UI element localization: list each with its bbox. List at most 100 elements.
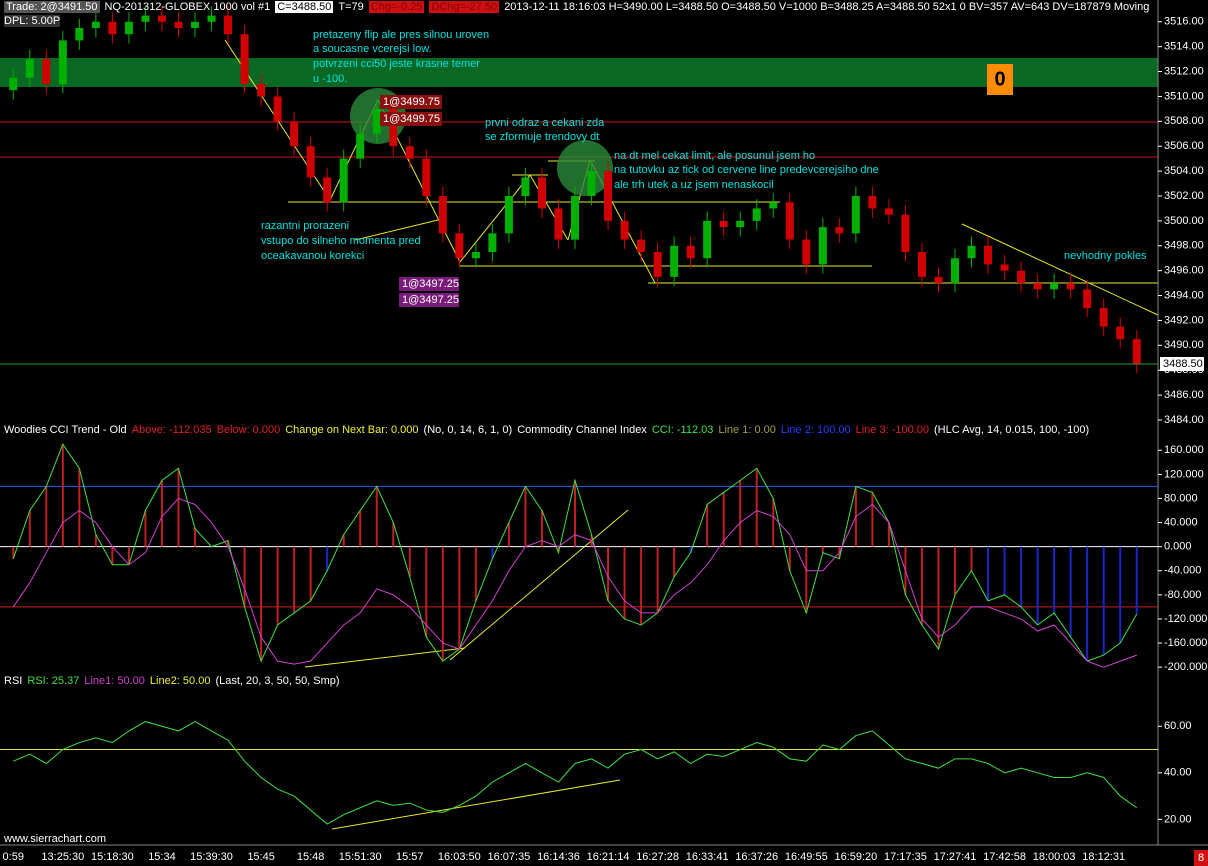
y-tick-label: 60.00 [1164,720,1192,732]
y-tick-label: 0.000 [1164,541,1192,553]
y-tick-label: 3508.00 [1164,115,1204,127]
candle-body [967,245,976,259]
x-tick-label: 18:00:03 [1033,851,1076,863]
candle-body [934,276,943,284]
y-tick-label: 3516.00 [1164,16,1204,28]
annotation: vstupo do silneho momenta pred [261,235,421,247]
y-tick-label: 3502.00 [1164,190,1204,202]
candle-body [917,252,926,277]
annotation: razantni prorazeni [261,220,349,232]
marks: 3516.00 3514.00 3512.00 3510.00 3508.00 3506.… [0,6,1207,863]
rsi-header: RSI RSI: 25.37 Line1: 50.00 Line2: 50.00… [4,675,340,687]
annotation: se zformuje trendovy dt [485,131,599,143]
annotation: ale trh utek a uz jsem nenaskocil [614,179,774,191]
x-tick-label: 13:25:30 [41,851,84,863]
candle-body [207,15,216,22]
study-value: Line1: 50.00 [84,675,145,687]
order-box [380,95,442,109]
x-tick-label: 16:27:28 [636,851,679,863]
candle-body [389,108,398,147]
y-tick-label: 3490.00 [1164,339,1204,351]
study-title: RSI [4,675,23,687]
order-label: 1@3499.75 [383,113,440,125]
y-tick-label: 3510.00 [1164,90,1204,102]
candle-body [141,15,150,22]
study-value: Below: 0.000 [216,424,281,436]
annotation: prvni odraz a cekani zda [485,117,605,129]
ticks: T=79 [338,1,364,13]
x-tick-label: 16:59:20 [834,851,877,863]
candle-body [851,196,860,234]
y-tick-label: 40.00 [1164,767,1192,779]
series-line [12,497,1137,668]
study-params: (No, 0, 14, 6, 1, 0) [423,424,513,436]
last-price-box [1160,357,1204,371]
x-tick-label: 16:03:50 [438,851,481,863]
study-title: Woodies CCI Trend - Old [4,424,127,436]
candle-body [372,108,381,134]
candle-body [653,252,662,277]
y-tick-label: 3514.00 [1164,41,1204,53]
candle-body [422,158,431,196]
candle-body [191,21,199,28]
candle-body [174,21,183,28]
study-value: RSI: 25.37 [27,675,80,687]
candle-body [273,96,282,122]
y-tick-label: 40.000 [1164,516,1198,528]
x-tick-label: 16:21:14 [587,851,630,863]
y-tick-label: -160.000 [1164,637,1207,649]
study-params: (Last, 20, 3, 50, 50, Smp) [215,675,340,687]
footer-badge: 8 [1198,852,1204,864]
series-line [12,443,1138,663]
candle-body [405,146,414,159]
order-box [380,112,442,126]
x-tick-label: 17:27:41 [934,851,977,863]
change: Chg=-0.25 [368,1,425,13]
candle-body [752,208,761,221]
footer-badge-box [1194,850,1208,866]
dpl-label: DPL: 5.00P [4,15,61,27]
y-tick-label: 20.00 [1164,813,1192,825]
annotation: oceakavanou korekci [261,250,364,262]
y-tick-label: 3498.00 [1164,240,1204,252]
candle-body [91,21,100,28]
candle-body [471,252,480,259]
candle-body [108,21,117,35]
candle-body [356,133,365,159]
candle-body [339,158,348,203]
study-params: (HLC Avg, 14, 0.015, 100, -100) [934,424,1090,436]
study-value: Change on Next Bar: 0.000 [285,424,419,436]
y-tick-label: -40.000 [1164,565,1201,577]
candle-body [124,21,133,35]
y-tick-label: -80.000 [1164,589,1201,601]
x-tick-label: 15:39:30 [190,851,233,863]
series-line [13,721,1138,825]
candle-body [802,239,811,265]
y-tick-label: 3506.00 [1164,140,1204,152]
x-tick-label: 0:59 [3,851,24,863]
annotation: nevhodny pokles [1064,250,1147,262]
order-box [399,277,459,291]
candle-body [504,196,513,234]
badge: 0 [994,68,1005,90]
candle-body [1099,308,1108,327]
y-tick-label: 3484.00 [1164,414,1204,426]
dpl: DPL: 5.00P [4,15,61,27]
cci-header: Woodies CCI Trend - Old Above: -112.035 … [4,424,1089,436]
x-tick-label: 15:57 [396,851,424,863]
x-tick-label: 16:14:36 [537,851,580,863]
candle-body [637,239,646,252]
x-tick-label: 16:07:35 [487,851,530,863]
x-tick-label: 16:33:41 [686,851,729,863]
highlight-circle [557,140,613,196]
y-tick-label: 3500.00 [1164,215,1204,227]
candle-body [868,196,877,209]
candle-body [488,233,497,252]
candle-body [785,202,794,240]
candle-body [306,146,315,178]
study-value: Line2: 50.00 [149,675,211,687]
candle-body [587,171,596,196]
candle-body [554,208,563,240]
study-value: Line 1: 0.00 [718,424,776,436]
candle-body [224,15,233,35]
